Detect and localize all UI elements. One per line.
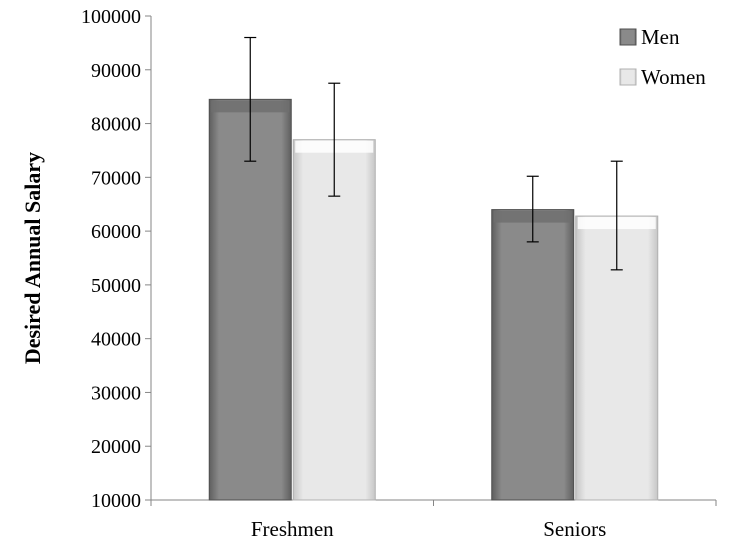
error-bars xyxy=(244,36,623,271)
x-tick-label: Seniors xyxy=(543,517,606,541)
y-tick-label: 30000 xyxy=(91,382,141,404)
legend-label-men: Men xyxy=(641,25,680,49)
y-ticks: 10000 20000 30000 40000 50000 60000 70000 80000… xyxy=(81,6,151,512)
y-tick-label: 100000 xyxy=(81,6,141,28)
y-tick-label: 90000 xyxy=(91,60,141,82)
bar-women-freshmen xyxy=(292,139,376,501)
y-tick-label: 50000 xyxy=(91,275,141,297)
bar-men-freshmen xyxy=(208,98,292,501)
y-tick-label: 80000 xyxy=(91,114,141,136)
y-tick-label: 20000 xyxy=(91,436,141,458)
bars xyxy=(208,98,659,501)
bar-men-seniors xyxy=(491,209,575,501)
y-tick-label: 70000 xyxy=(91,167,141,189)
y-tick-label: 10000 xyxy=(91,490,141,512)
x-axis: Freshmen Seniors xyxy=(150,499,717,541)
legend-swatch-women xyxy=(619,68,637,86)
legend-swatch-men xyxy=(619,28,637,46)
y-axis-title: Desired Annual Salary xyxy=(20,152,45,364)
y-axis: 10000 20000 30000 40000 50000 60000 70000 80000… xyxy=(81,6,152,512)
x-ticks: Freshmen Seniors xyxy=(150,500,717,541)
y-tick-label: 40000 xyxy=(91,329,141,351)
y-tick-label: 60000 xyxy=(91,221,141,243)
legend: Men Women xyxy=(619,25,706,89)
legend-label-women: Women xyxy=(641,65,706,89)
x-tick-label: Freshmen xyxy=(251,517,334,541)
